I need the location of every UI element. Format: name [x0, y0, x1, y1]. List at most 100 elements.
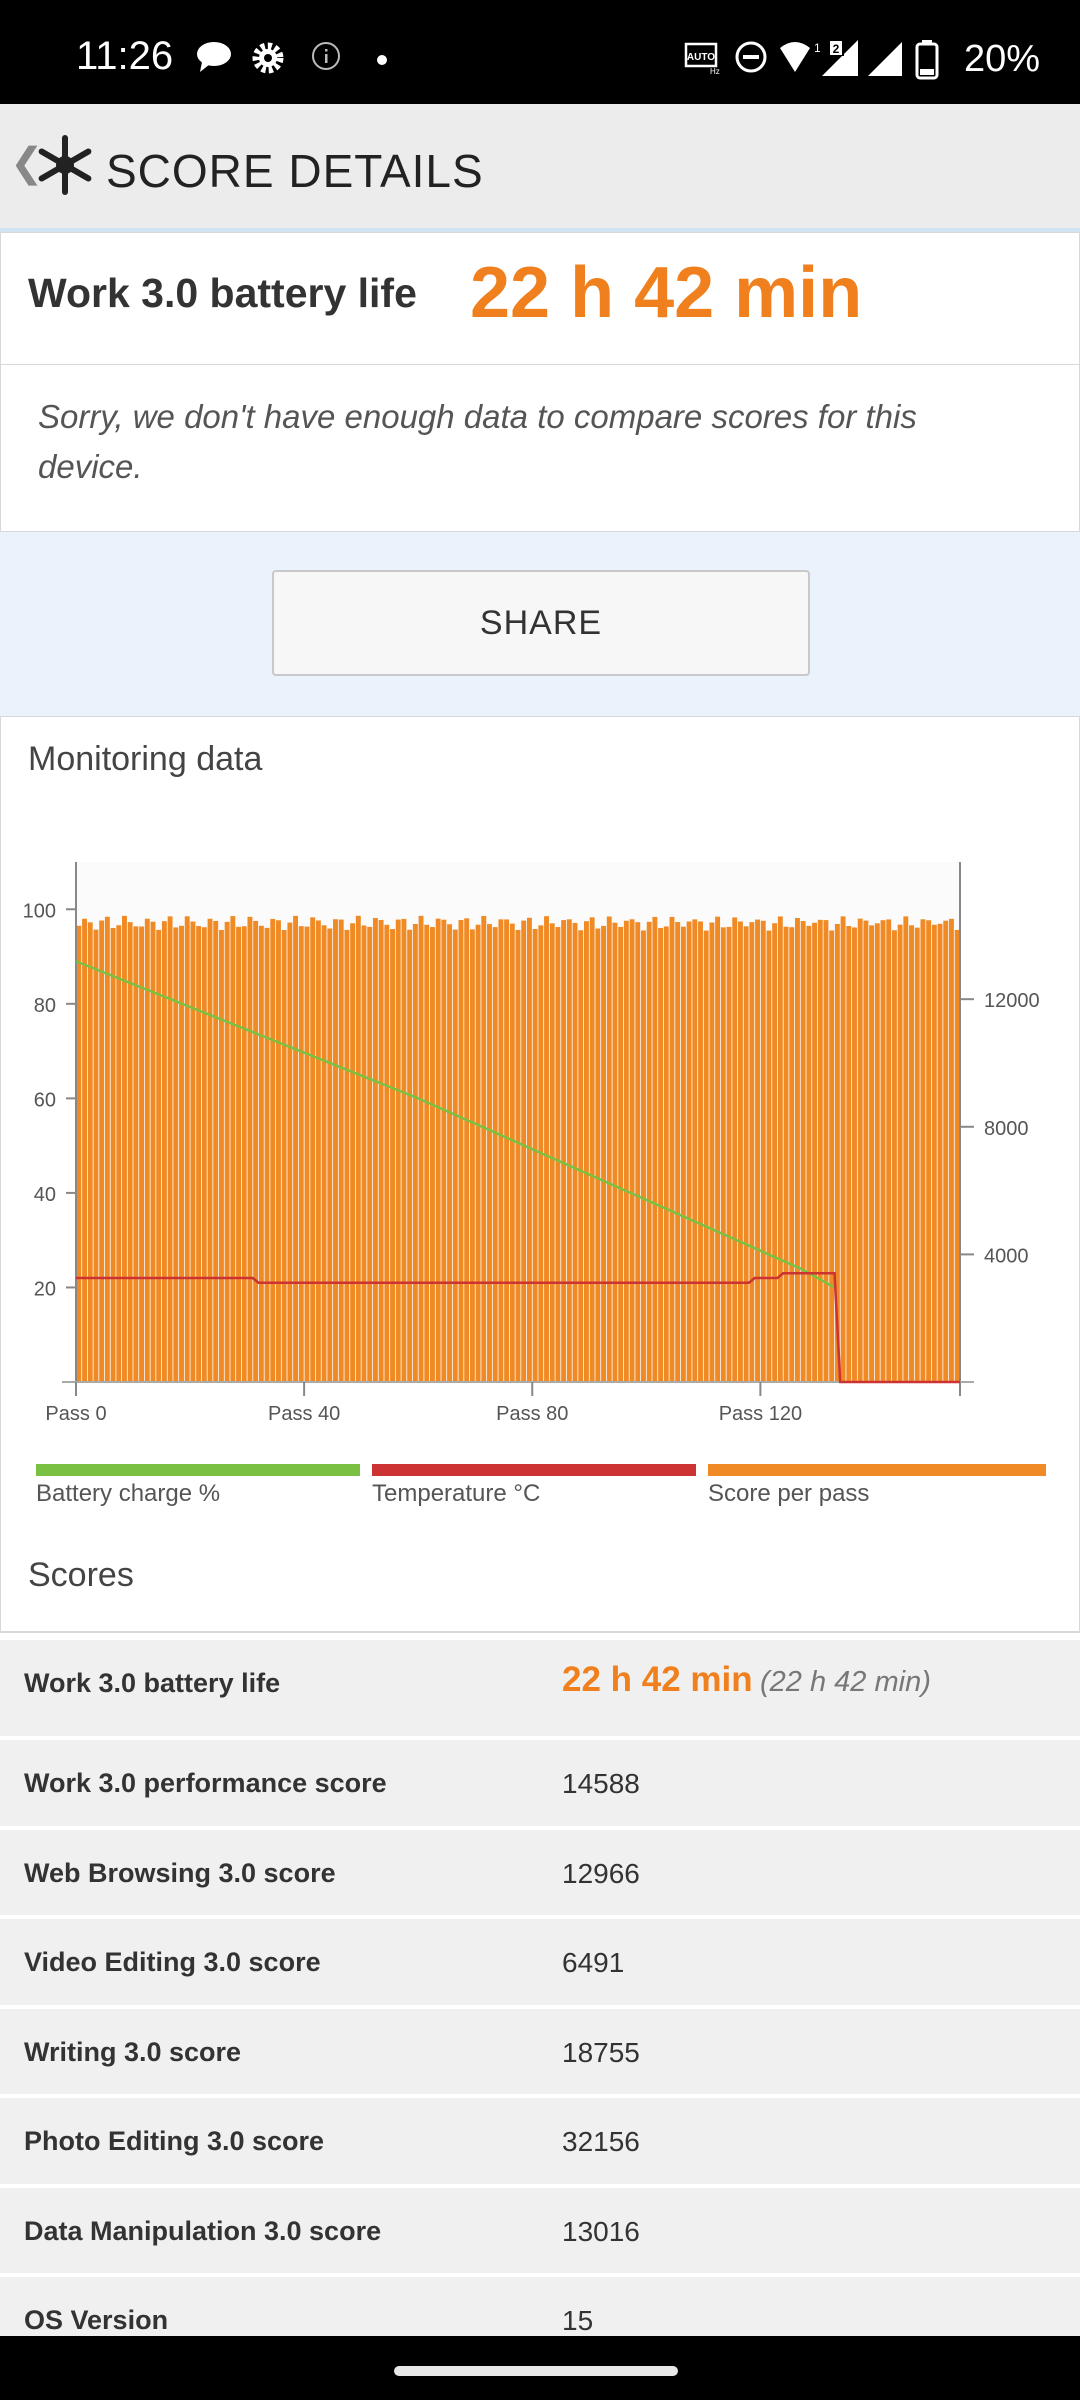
- row-value: 22 h 42 min: [562, 1660, 753, 1699]
- score-bar: [310, 917, 316, 1382]
- monitoring-header: [0, 716, 1080, 822]
- score-bar: [481, 915, 487, 1382]
- score-bar: [914, 927, 920, 1382]
- monitoring-title: Monitoring data: [28, 740, 263, 778]
- score-bar: [218, 929, 224, 1382]
- x-tick-label: Pass 0: [45, 1403, 106, 1425]
- score-bar: [555, 927, 561, 1382]
- score-bar: [133, 926, 139, 1382]
- score-bar: [783, 926, 789, 1382]
- signal-icon: 2: [822, 40, 858, 76]
- score-bar: [840, 916, 846, 1382]
- table-row: Work 3.0 performance score 14588: [0, 1736, 1080, 1826]
- score-bar: [87, 922, 93, 1382]
- y-left-tick-label: 100: [23, 900, 56, 922]
- score-bar: [139, 926, 145, 1382]
- score-bar: [344, 929, 350, 1382]
- signal-icon: [868, 42, 902, 76]
- legend-temperature-swatch: [372, 1464, 696, 1476]
- score-bar: [287, 922, 293, 1382]
- score-bar: [635, 922, 641, 1382]
- score-bar: [201, 927, 207, 1382]
- y-left-tick-label: 40: [34, 1184, 56, 1206]
- score-bar: [852, 927, 857, 1382]
- score-bar: [789, 927, 795, 1382]
- score-bar: [122, 915, 127, 1382]
- score-bar: [315, 920, 321, 1382]
- share-button[interactable]: SHARE: [272, 570, 810, 676]
- score-bar: [230, 916, 236, 1382]
- row-label: Data Manipulation 3.0 score: [24, 2216, 382, 2246]
- score-bar: [566, 919, 572, 1382]
- score-bar: [179, 925, 184, 1382]
- score-bar: [504, 919, 510, 1382]
- row-label: Work 3.0 performance score: [24, 1768, 387, 1798]
- row-value: 15: [562, 2305, 594, 2336]
- battery-icon: [915, 40, 939, 80]
- battery-line: [75, 960, 836, 1289]
- score-bar: [401, 918, 407, 1382]
- score-bar: [692, 919, 698, 1382]
- scores-title: Scores: [28, 1556, 134, 1594]
- score-bar: [384, 924, 390, 1382]
- score-bar: [127, 922, 133, 1382]
- row-label: Writing 3.0 score: [24, 2037, 242, 2067]
- score-bar: [829, 930, 835, 1382]
- x-tick-label: Pass 40: [268, 1403, 340, 1425]
- score-bar: [715, 916, 721, 1382]
- row-subvalue: (22 h 42 min): [760, 1666, 931, 1698]
- score-bar: [937, 923, 943, 1382]
- status-time: 11:26: [76, 34, 174, 78]
- score-bar: [954, 929, 960, 1382]
- svg-text:2: 2: [833, 42, 840, 56]
- table-row: Writing 3.0 score 18755: [0, 2005, 1080, 2095]
- table-row: Web Browsing 3.0 score 12966: [0, 1826, 1080, 1916]
- score-bar: [800, 920, 806, 1382]
- row-value: 13016: [562, 2216, 640, 2247]
- info-icon: [312, 42, 340, 70]
- score-bar: [190, 921, 196, 1382]
- score-bar: [698, 921, 703, 1382]
- score-bar: [795, 917, 800, 1382]
- score-bar: [99, 920, 105, 1382]
- score-bar: [487, 924, 492, 1382]
- score-bar: [276, 920, 281, 1382]
- y-left-tick-label: 60: [34, 1089, 56, 1111]
- score-bar: [492, 927, 498, 1382]
- score-bar: [886, 919, 892, 1382]
- y-left-tick-label: 80: [34, 995, 56, 1017]
- status-bar: 11:26 AUTO Hz 1 2 20%: [0, 0, 1080, 104]
- chat-bubble-icon: [197, 42, 231, 72]
- score-bar: [367, 926, 373, 1382]
- score-bar: [509, 923, 515, 1382]
- score-bar: [298, 926, 304, 1382]
- score-bar: [686, 921, 692, 1382]
- result-label: Work 3.0 battery life: [28, 270, 417, 316]
- score-bar: [669, 916, 675, 1382]
- score-bar: [720, 927, 726, 1382]
- result-card: [0, 232, 1080, 366]
- row-value: 32156: [562, 2126, 640, 2157]
- row-label: Video Editing 3.0 score: [24, 1947, 321, 1977]
- score-bar: [920, 919, 926, 1382]
- row-value: 18755: [562, 2037, 640, 2068]
- temperature-line: [76, 1272, 960, 1384]
- score-bar: [258, 925, 264, 1382]
- score-bar: [709, 922, 715, 1382]
- x-tick-label: Pass 80: [496, 1403, 568, 1425]
- score-bar: [430, 927, 435, 1382]
- score-bar: [663, 926, 669, 1382]
- row-label: Work 3.0 battery life: [24, 1668, 281, 1698]
- legend-temperature-label: Temperature °C: [372, 1480, 541, 1507]
- y-right-tick-label: 12000: [984, 990, 1040, 1012]
- home-gesture-handle[interactable]: [394, 2366, 678, 2376]
- back-icon[interactable]: ❮: [10, 141, 44, 185]
- score-bar: [156, 929, 162, 1382]
- do-not-disturb-icon: [735, 41, 767, 73]
- score-bar: [680, 926, 686, 1382]
- svg-text:AUTO: AUTO: [687, 52, 715, 63]
- score-bar: [452, 929, 458, 1382]
- score-bar: [184, 916, 190, 1382]
- score-bar: [281, 930, 287, 1382]
- svg-text:1: 1: [814, 41, 821, 55]
